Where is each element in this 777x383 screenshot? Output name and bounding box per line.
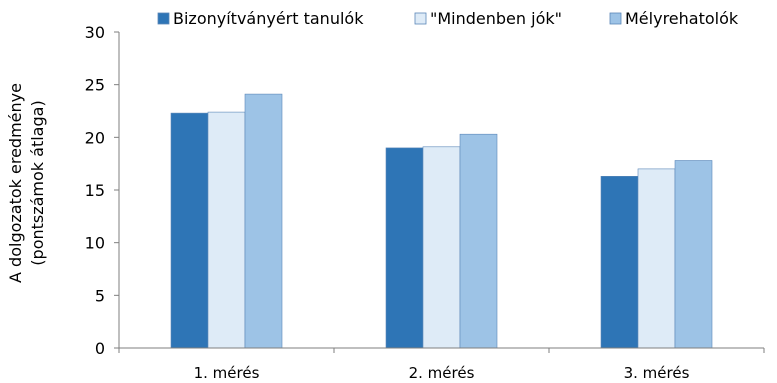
legend-label: Mélyrehatolók <box>625 9 739 28</box>
bar-2-2 <box>422 146 461 349</box>
bar-1-3 <box>600 176 639 349</box>
legend-label: "Mindenben jók" <box>430 9 562 28</box>
legend-swatch <box>609 12 622 25</box>
bar-3-1 <box>244 93 283 349</box>
bar-3-2 <box>459 133 498 349</box>
x-category-label: 2. mérés <box>409 364 475 382</box>
legend: Bizonyítványért tanulók "Mindenben jók" Mé… <box>157 9 739 28</box>
legend-swatch <box>157 12 170 25</box>
bar-2-3 <box>637 168 676 349</box>
bar-1-2 <box>385 147 424 349</box>
y-tick-label: 20 <box>85 128 105 147</box>
bar-3-3 <box>674 160 713 349</box>
y-tick-label: 25 <box>85 76 105 95</box>
legend-label: Bizonyítványért tanulók <box>173 9 364 28</box>
axes-group: 0 5 10 15 20 25 30 1. mérés 2. mérés 3. mérés <box>85 23 765 382</box>
y-tick-label: 0 <box>95 339 105 358</box>
legend-swatch <box>414 12 427 25</box>
x-category-label: 1. mérés <box>194 364 260 382</box>
y-axis-title: A dolgozatok eredménye (pontszámok átlag… <box>6 83 47 283</box>
bars-group <box>170 93 713 349</box>
bar-1-1 <box>170 112 209 349</box>
y-tick-label: 10 <box>85 234 105 253</box>
y-axis-title-line-2: (pontszámok átlaga) <box>28 100 47 265</box>
bar-2-1 <box>207 111 246 349</box>
y-tick-label: 5 <box>95 286 105 305</box>
y-tick-label: 30 <box>85 23 105 42</box>
y-axis-title-line-1: A dolgozatok eredménye <box>6 83 25 283</box>
y-tick-label: 15 <box>85 181 105 200</box>
x-category-label: 3. mérés <box>624 364 690 382</box>
